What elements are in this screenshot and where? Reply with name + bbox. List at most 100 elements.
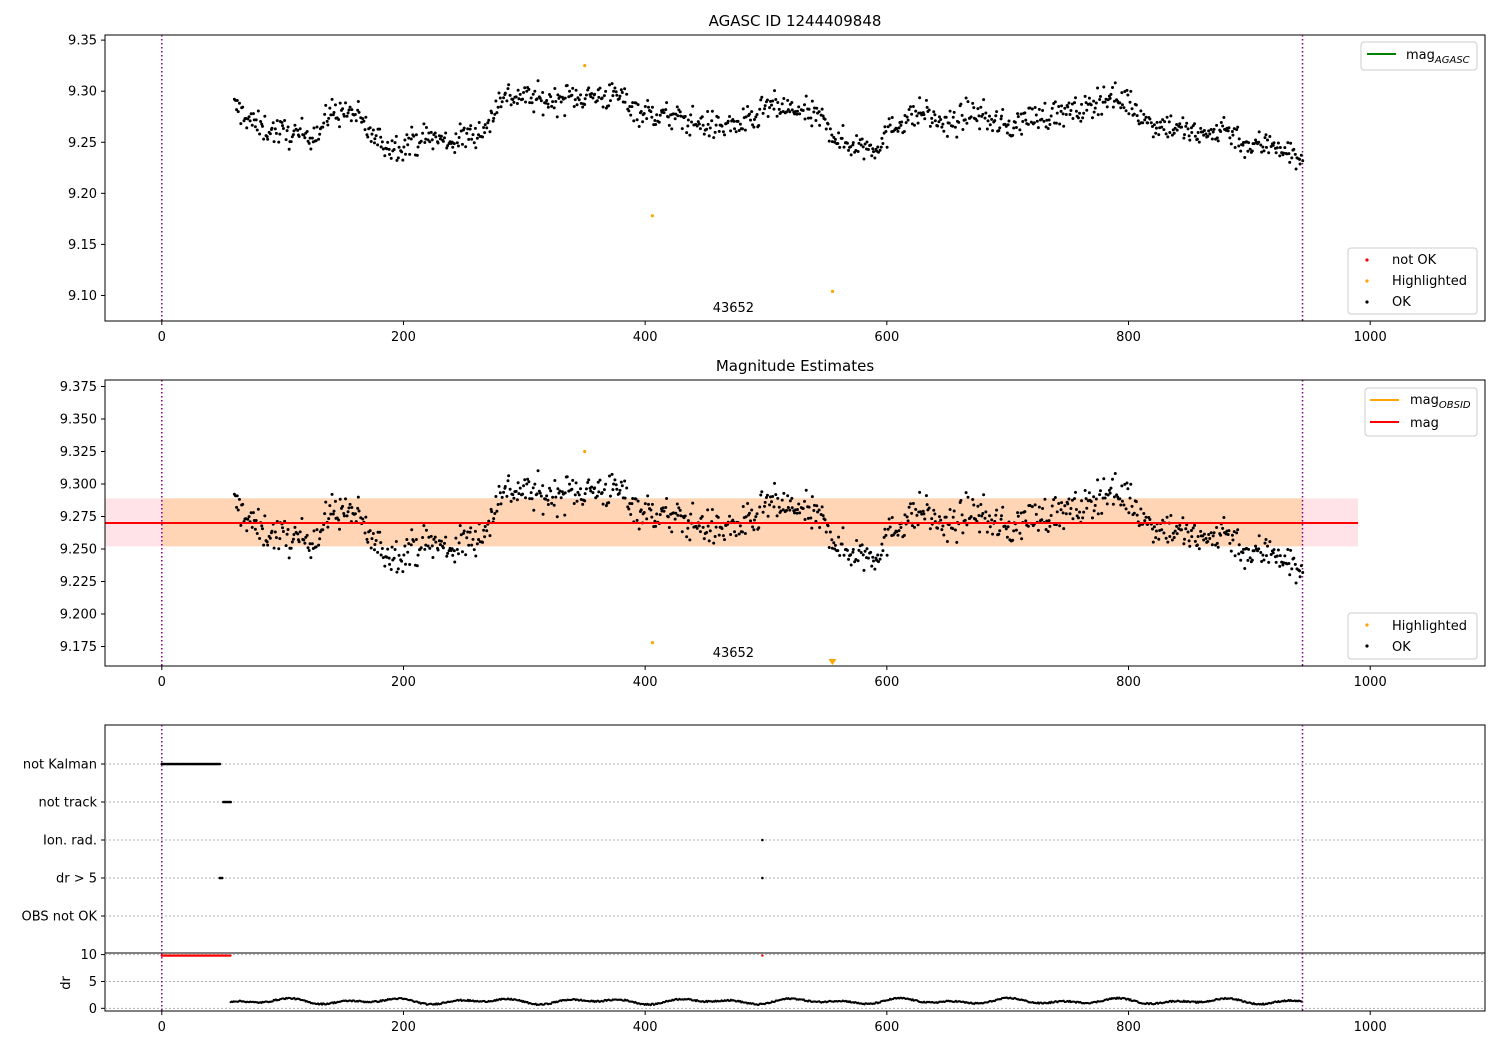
p2-ok-point [977,513,981,517]
p2-ok-point [1098,489,1102,493]
p1-ok-point [984,111,988,115]
p1-ok-point [818,123,822,127]
p1-ok-point [1087,96,1091,100]
p2-ok-point [258,537,262,541]
p2-ok-point [1103,496,1107,500]
p1-ok-point [263,114,267,118]
p2-ok-point [255,531,259,535]
p2-ok-point [801,507,805,511]
p1-ok-point [601,105,605,109]
p2-ok-point [763,504,767,508]
p1-ok-point [953,125,957,129]
p2-ok-point [780,498,784,502]
p1-ok-point [1168,130,1172,134]
panel1-legend-points: not OK Highlighted OK [1347,247,1478,315]
p2-ok-point [1019,511,1023,515]
p1-ok-point [833,137,837,141]
flag-point [218,762,222,766]
flag-label: dr > 5 [56,872,97,887]
p1-ok-point [741,107,745,111]
p2-ok-point [906,519,910,523]
p2-ok-point [1243,566,1247,570]
p2-ok-point [876,553,880,557]
p2-ok-point [1092,509,1096,513]
p1-ok-point [1222,116,1226,120]
p1-ok-point [842,145,846,149]
p2-ok-point [884,533,888,537]
p1-ok-point [810,99,814,103]
p1-ok-point [256,109,260,113]
p2-ok-point [903,513,907,517]
p1-ok-point [255,128,259,132]
p2-ok-point [570,487,574,491]
p2-ok-point [1073,497,1077,501]
p1-ok-point [1148,117,1152,121]
p2-ok-point [673,517,677,521]
p2-ok-point [371,531,375,535]
p1-ok-point [1289,141,1293,145]
p2-ok-point [662,509,666,513]
p2-ok-point [860,543,864,547]
p2-ok-point [1246,558,1250,562]
panel-agasc: AGASC ID 1244409848 0 200 400 600 800 10009.1… [68,12,1486,345]
p2-ok-point [1150,527,1154,531]
p1-ok-point [1182,136,1186,140]
p1-ok-point [1215,123,1219,127]
p2-ok-point [645,517,649,521]
p2-ok-point [396,567,400,571]
p1-ok-point [436,141,440,145]
p2-ok-point [575,499,579,503]
p1-ok-point [1036,126,1040,130]
p1-ok-point [999,114,1003,118]
p2-ok-point [1267,560,1271,564]
p1-ok-point [838,145,842,149]
p2-ok-point [330,492,334,496]
p2-ok-point [650,515,654,519]
p2-ok-point [533,482,537,486]
p2-ok-point [978,530,982,534]
p1-ok-point [408,152,412,156]
p1-ok-point [1196,130,1200,134]
p2-ok-point [1161,518,1165,522]
p2-ok-point [368,529,372,533]
p1-ok-point [751,123,755,127]
p2-ok-point [856,559,860,563]
p1-ok-point [1173,126,1177,130]
p2-ok-point [318,537,322,541]
p2-ok-point [429,534,433,538]
p1-ok-point [296,128,300,132]
p1-ok-point [1169,114,1173,118]
p1-ok-point [419,139,423,143]
p2-ok-point [776,496,780,500]
p2-ok-point [1235,531,1239,535]
p2-ok-point [888,525,892,529]
p2-ok-point [1122,503,1126,507]
p1-ok-point [381,147,385,151]
p2-ok-point [436,548,440,552]
p1-ok-point [531,92,535,96]
p2-ok-point [568,482,572,486]
p2-ok-point [526,477,530,481]
p1-ok-point [1301,159,1305,163]
p1-ok-point [1023,111,1027,115]
p1-ok-point [452,142,456,146]
p2-ok-point [1098,493,1102,497]
p1-ok-point [1037,107,1041,111]
p2-ok-point [1064,512,1068,516]
p1-ok-point [840,136,844,140]
p1-ok-point [1111,85,1115,89]
p1-ok-point [1183,133,1187,137]
p2-ok-point [896,533,900,537]
p2-ok-point [1112,495,1116,499]
p1-ok-point [623,100,627,104]
p1-ok-point [422,122,426,126]
p1-ok-point [1154,131,1158,135]
p1-ok-point [990,117,994,121]
p1-ok-point [368,126,372,130]
p2-ok-point [314,545,318,549]
p2-ok-point [752,518,756,522]
p2-ok-point [849,563,853,567]
p1-ok-point [878,148,882,152]
p1-ok-point [777,107,781,111]
p1-ok-point [1216,139,1220,143]
